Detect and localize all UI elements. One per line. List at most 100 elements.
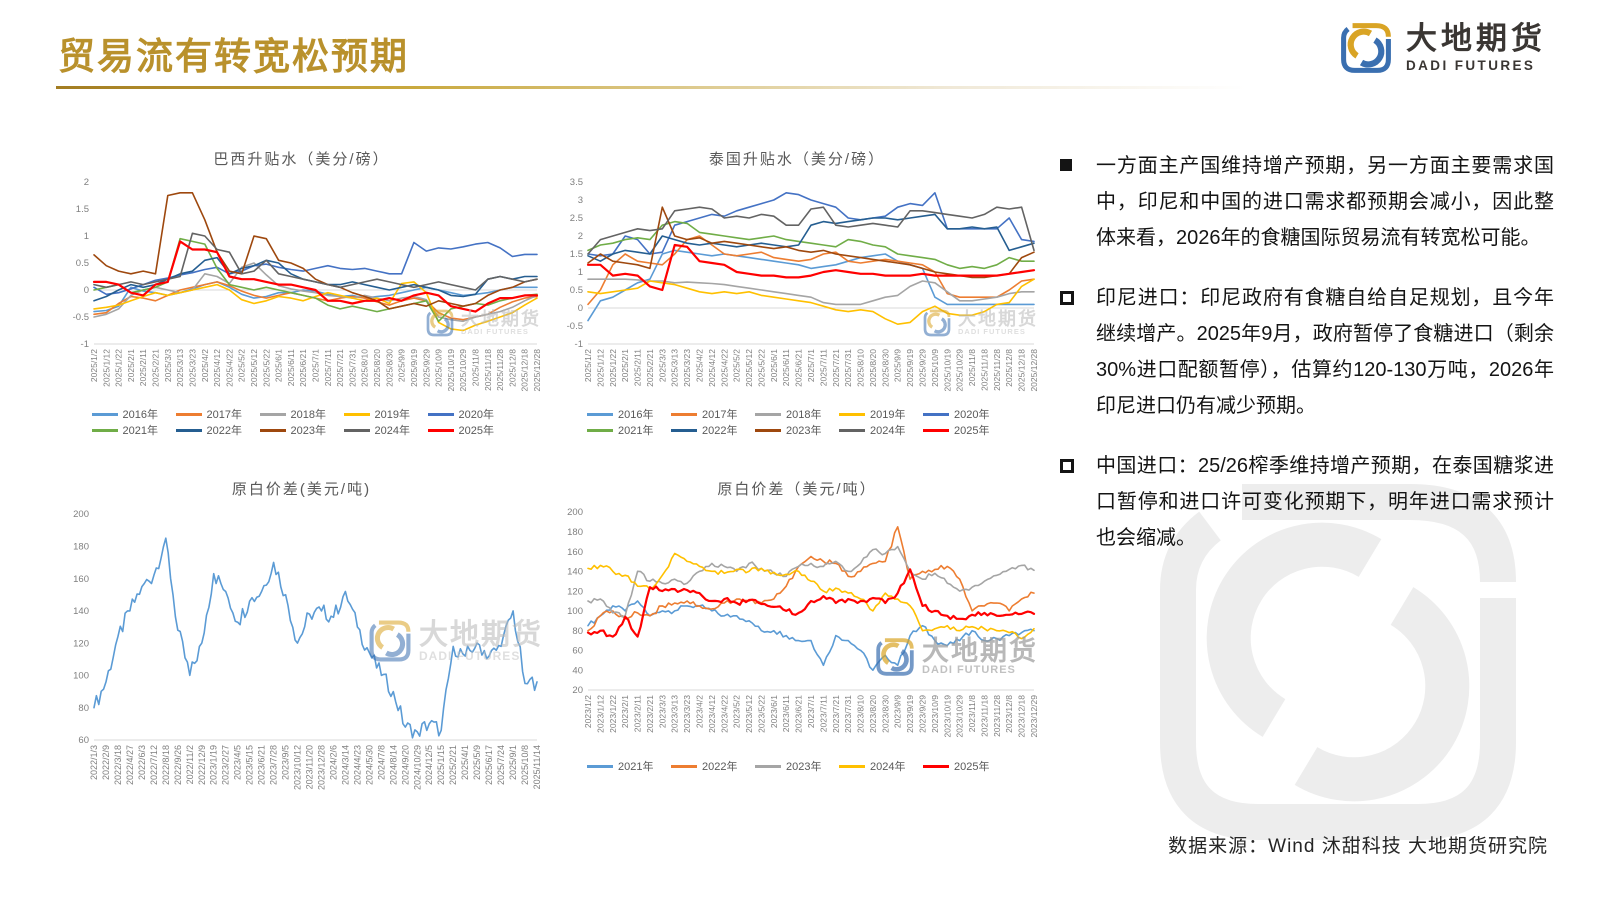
svg-text:40: 40 [572, 665, 583, 676]
svg-text:2025/9/29: 2025/9/29 [421, 349, 431, 387]
svg-text:2025/2/21: 2025/2/21 [448, 745, 458, 785]
chart-legend: 2016年 2017年 2018年 2019年 2020年 2021年 2022年 2023年… [577, 406, 1017, 438]
svg-text:2022/1/3: 2022/1/3 [89, 745, 99, 780]
svg-text:2023/11/20: 2023/11/20 [305, 745, 315, 789]
bullet-point: 印尼进口：印尼政府有食糖自给自足规划，且今年继续增产。2025年9月，政府暂停了… [1058, 280, 1554, 424]
svg-text:2023/7/1: 2023/7/1 [806, 695, 816, 728]
svg-text:1: 1 [578, 267, 583, 278]
svg-text:2025/7/11: 2025/7/11 [323, 349, 333, 386]
svg-text:2025/6/1: 2025/6/1 [274, 349, 284, 382]
svg-text:2: 2 [84, 177, 89, 188]
svg-text:2023/2/11: 2023/2/11 [633, 695, 643, 732]
legend-item: 2017年 [175, 406, 260, 422]
svg-text:-1: -1 [81, 339, 89, 350]
svg-text:2023/12/29: 2023/12/29 [1029, 695, 1039, 738]
svg-text:2023/7/11: 2023/7/11 [818, 695, 828, 732]
svg-text:2024/5/30: 2024/5/30 [364, 745, 374, 785]
bullet-marker-hollow-icon [1060, 459, 1074, 473]
legend-item: 2022年 [671, 758, 755, 774]
bullet-marker-hollow-icon [1060, 291, 1074, 305]
svg-text:2025/5/12: 2025/5/12 [249, 349, 259, 387]
bullet-point: 中国进口：25/26榨季维持增产预期，在泰国糖浆进口暂停和进口许可变化预期下，明… [1058, 448, 1554, 556]
svg-text:2025/9/19: 2025/9/19 [905, 349, 915, 387]
svg-text:160: 160 [73, 574, 89, 585]
svg-text:2023/5/12: 2023/5/12 [744, 695, 754, 733]
svg-text:2025/9/1: 2025/9/1 [508, 745, 518, 780]
svg-text:2025/10/19: 2025/10/19 [942, 349, 952, 392]
svg-text:2025/8/30: 2025/8/30 [880, 349, 890, 387]
svg-text:2025/6/11: 2025/6/11 [781, 349, 791, 386]
svg-text:2024/3/14: 2024/3/14 [340, 745, 350, 785]
svg-text:2025/7/24: 2025/7/24 [496, 745, 506, 785]
svg-text:2025/3/3: 2025/3/3 [163, 349, 173, 382]
legend-item: 2016年 [91, 406, 176, 422]
svg-text:100: 100 [567, 606, 583, 617]
svg-text:2023/10/12: 2023/10/12 [293, 745, 303, 790]
svg-text:160: 160 [567, 547, 583, 558]
brand-logo: 大地期货 DADI FUTURES [1338, 20, 1546, 76]
legend-item: 2020年 [923, 406, 1007, 422]
svg-text:2023/9/5: 2023/9/5 [281, 745, 291, 780]
legend-item: 2020年 [427, 406, 512, 422]
svg-text:1: 1 [84, 231, 89, 242]
svg-text:2023/1/2: 2023/1/2 [583, 695, 593, 728]
svg-text:2024/8/14: 2024/8/14 [388, 745, 398, 785]
svg-text:2025/10/29: 2025/10/29 [458, 349, 468, 392]
legend-item: 2019年 [839, 406, 923, 422]
svg-text:2023/11/28: 2023/11/28 [992, 695, 1002, 737]
svg-text:2025/8/30: 2025/8/30 [384, 349, 394, 387]
svg-text:2023/9/9: 2023/9/9 [893, 695, 903, 728]
svg-text:2025/12/8: 2025/12/8 [1004, 349, 1014, 387]
svg-text:2023/3/13: 2023/3/13 [670, 695, 680, 733]
legend-item: 2023年 [755, 758, 839, 774]
svg-text:2025/9/29: 2025/9/29 [918, 349, 928, 387]
chart-raw-white-spread-by-year: 原白价差（美元/吨） 200 180 160 140 120 100 80 60 40 20 202… [552, 478, 1042, 774]
svg-text:2025/1/22: 2025/1/22 [608, 349, 618, 387]
svg-text:180: 180 [567, 527, 583, 538]
svg-text:2025/3/3: 2025/3/3 [657, 349, 667, 382]
svg-text:2023/2/1: 2023/2/1 [620, 695, 630, 728]
svg-text:2025/7/31: 2025/7/31 [347, 349, 357, 387]
chart-raw-white-spread-history: 原白价差(美元/吨) 200 180 160 140 120 100 80 60 2022/1/… [58, 478, 545, 818]
svg-text:2023/4/5: 2023/4/5 [233, 745, 243, 780]
svg-text:2023/8/30: 2023/8/30 [880, 695, 890, 733]
svg-text:2023/11/18: 2023/11/18 [979, 695, 989, 737]
svg-text:20: 20 [572, 685, 583, 696]
svg-text:2025/1/12: 2025/1/12 [595, 349, 605, 387]
svg-text:2025/12/28: 2025/12/28 [532, 349, 542, 392]
legend-item: 2022年 [175, 422, 260, 438]
svg-text:2025/11/28: 2025/11/28 [495, 349, 505, 391]
notes-panel: 一方面主产国维持增产预期，另一方面主要需求国中，印尼和中国的进口需求都预期会减小… [1058, 148, 1554, 580]
svg-text:2022/9/26: 2022/9/26 [173, 745, 183, 785]
svg-text:3.5: 3.5 [570, 177, 583, 188]
svg-text:2025/3/13: 2025/3/13 [175, 349, 185, 387]
svg-text:2023/8/10: 2023/8/10 [856, 695, 866, 733]
svg-text:2025/4/22: 2025/4/22 [719, 349, 729, 387]
brand-text: 大地期货 DADI FUTURES [1406, 23, 1546, 73]
svg-text:2025/3/23: 2025/3/23 [187, 349, 197, 387]
svg-text:2023/4/12: 2023/4/12 [707, 695, 717, 733]
bullet-point: 一方面主产国维持增产预期，另一方面主要需求国中，印尼和中国的进口需求都预期会减小… [1058, 148, 1554, 256]
svg-text:2025/11/8: 2025/11/8 [967, 349, 977, 386]
svg-text:2025/3/23: 2025/3/23 [682, 349, 692, 387]
svg-text:2025/7/1: 2025/7/1 [806, 349, 816, 382]
svg-text:2025/4/12: 2025/4/12 [212, 349, 222, 387]
svg-text:140: 140 [567, 567, 583, 578]
svg-text:2025/5/22: 2025/5/22 [261, 349, 271, 387]
svg-text:0.5: 0.5 [570, 285, 583, 296]
svg-text:2022/12/9: 2022/12/9 [197, 745, 207, 785]
brand-name-en: DADI FUTURES [1406, 57, 1536, 73]
svg-text:2023/7/31: 2023/7/31 [843, 695, 853, 733]
legend-item: 2024年 [343, 422, 428, 438]
svg-text:2025/10/19: 2025/10/19 [446, 349, 456, 392]
svg-text:60: 60 [572, 646, 583, 657]
legend-item: 2021年 [587, 422, 671, 438]
page-title: 贸易流有转宽松预期 [58, 34, 409, 78]
svg-text:120: 120 [567, 586, 583, 597]
bullet-marker-filled-icon [1060, 159, 1072, 171]
svg-text:2025/2/1: 2025/2/1 [620, 349, 630, 382]
svg-text:2025/11/8: 2025/11/8 [471, 349, 481, 386]
